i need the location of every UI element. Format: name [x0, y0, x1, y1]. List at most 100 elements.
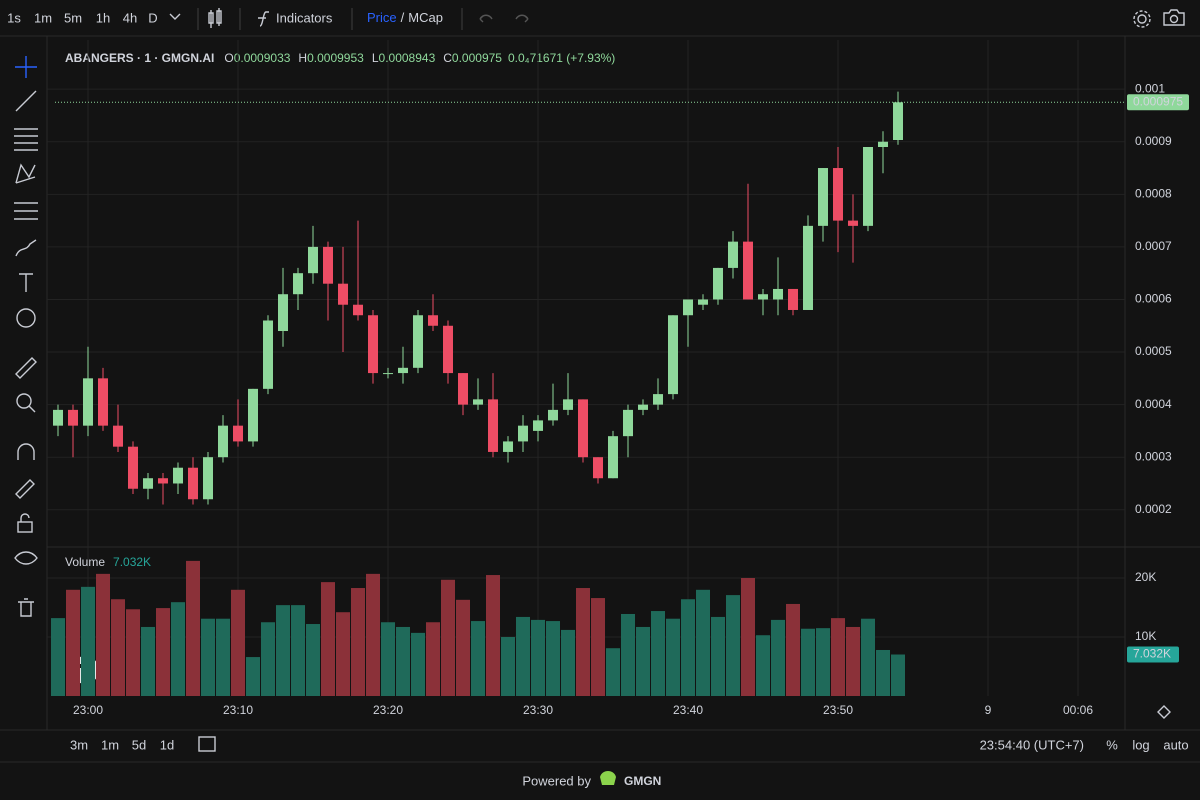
lock-draw-tool[interactable]	[15, 479, 35, 499]
y-tick-label: 0.0007	[1135, 239, 1172, 253]
interval-button[interactable]: 1h	[96, 10, 110, 25]
date-range-icon[interactable]	[198, 736, 216, 752]
interval-button[interactable]: D	[148, 10, 157, 25]
y2-tick-label: 10K	[1135, 629, 1156, 643]
candle-body	[263, 320, 273, 389]
candle-body	[173, 467, 183, 484]
volume-bar	[96, 573, 110, 696]
line-tool[interactable]	[15, 90, 37, 112]
candle-body	[143, 478, 153, 489]
candle-body	[818, 168, 828, 226]
chart-type-icon[interactable]	[208, 8, 222, 28]
candle-body	[833, 168, 843, 221]
volume-bar	[576, 588, 590, 696]
price-mcap-toggle[interactable]: Price / MCap	[367, 10, 443, 25]
volume-bar	[306, 624, 320, 696]
candle-body	[473, 399, 483, 405]
volume-bar	[621, 613, 635, 696]
volume-bar	[531, 619, 545, 696]
projection-tool[interactable]	[14, 202, 38, 220]
range-button[interactable]: 1d	[160, 737, 174, 752]
volume-bar	[81, 586, 95, 696]
volume-bar	[831, 618, 845, 696]
volume-bar	[231, 589, 245, 696]
candle-body	[308, 246, 318, 274]
visibility-tool[interactable]	[14, 551, 38, 565]
interval-button[interactable]: 1m	[34, 10, 52, 25]
log-toggle[interactable]: log	[1132, 737, 1149, 752]
lock-tool[interactable]	[17, 521, 33, 533]
camera-icon[interactable]	[1163, 9, 1185, 26]
candle-body	[98, 378, 108, 426]
candle-body	[398, 367, 408, 374]
candle-body	[113, 425, 123, 447]
ohlc-value: 0.000975	[452, 51, 502, 65]
text-tool[interactable]	[19, 273, 33, 292]
interval-button[interactable]: 4h	[123, 10, 137, 25]
emoji-tool[interactable]	[16, 308, 36, 328]
interval-button[interactable]: 1s	[7, 10, 21, 25]
volume-bar	[846, 626, 860, 696]
pattern-tool[interactable]	[15, 163, 36, 184]
trash-tool[interactable]	[18, 598, 34, 617]
drawing-tools	[14, 56, 1171, 752]
ohlc-value: 0.0008943	[379, 51, 436, 65]
candle-body	[728, 241, 738, 268]
volume-bar	[366, 573, 380, 696]
volume-badge	[1127, 646, 1179, 663]
mcap-option: MCap	[408, 10, 443, 25]
candle-body	[698, 299, 708, 305]
auto-toggle[interactable]: auto	[1163, 737, 1188, 752]
redo-icon[interactable]	[515, 14, 529, 23]
settings-icon[interactable]	[1137, 14, 1147, 24]
volume-bar	[546, 621, 560, 696]
magnet-tool[interactable]	[17, 443, 35, 460]
candle-body	[278, 294, 288, 332]
range-button[interactable]: 5d	[132, 737, 146, 752]
clock: 23:54:40 (UTC+7)	[980, 737, 1084, 752]
zoom-tool[interactable]	[16, 393, 32, 409]
volume-bar	[591, 598, 605, 696]
volume-bar	[486, 575, 500, 696]
indicators-button[interactable]: Indicators	[276, 10, 333, 25]
candle-body	[368, 315, 378, 374]
volume-bar	[861, 618, 875, 696]
volume-name: Volume	[65, 555, 105, 569]
volume-bar	[876, 649, 890, 696]
volume-bar	[201, 618, 215, 696]
volume-bar	[636, 626, 650, 696]
axis-settings-icon[interactable]	[1157, 705, 1171, 719]
percent-toggle[interactable]: %	[1106, 737, 1118, 752]
range-button[interactable]: 1m	[101, 737, 119, 752]
volume-bar	[291, 605, 305, 696]
x-tick-label: 23:40	[673, 703, 703, 717]
brush-tool[interactable]	[15, 239, 37, 257]
indicators-icon[interactable]	[258, 11, 269, 27]
crosshair-tool[interactable]	[15, 56, 37, 78]
volume-bar	[756, 635, 770, 696]
interval-button[interactable]: 5m	[64, 10, 82, 25]
x-tick-label: 9	[985, 703, 992, 717]
dropdown-icon[interactable]	[169, 13, 181, 20]
volume-last: 7.032K	[113, 555, 151, 569]
x-tick-label: 23:20	[373, 703, 403, 717]
range-button[interactable]: 3m	[70, 737, 88, 752]
undo-icon[interactable]	[479, 14, 493, 23]
volume-bar	[726, 595, 740, 696]
volume-bar	[771, 619, 785, 696]
candle-body	[683, 299, 693, 316]
candle-body	[188, 467, 198, 500]
candle-body	[323, 246, 333, 284]
ohlc-value: 0.0009033	[234, 51, 291, 65]
x-tick-label: 23:30	[523, 703, 553, 717]
volume-bar	[186, 560, 200, 696]
y-tick-label: 0.0003	[1135, 449, 1172, 463]
y-tick-label: 0.001	[1135, 81, 1165, 95]
candle-body	[803, 225, 813, 310]
candle-body	[713, 267, 723, 300]
fib-tool[interactable]	[14, 128, 38, 151]
candle-body	[413, 315, 423, 368]
toolbar-icons	[169, 8, 1185, 30]
ruler-tool[interactable]	[15, 357, 37, 379]
candle-body	[638, 404, 648, 410]
